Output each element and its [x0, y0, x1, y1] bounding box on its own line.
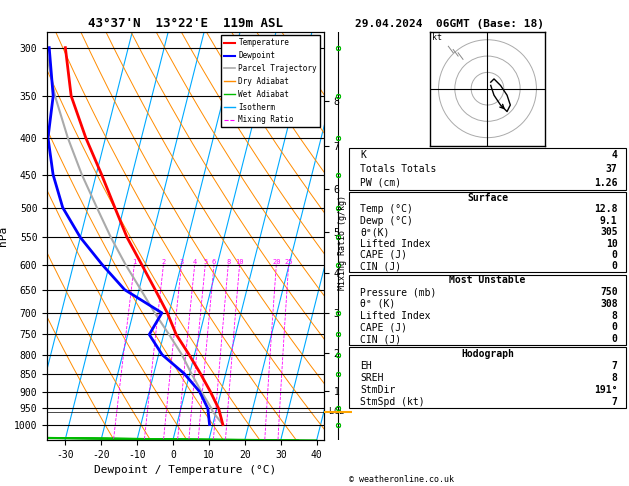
Text: Most Unstable: Most Unstable	[449, 276, 526, 285]
Text: 4: 4	[611, 150, 618, 160]
Text: 191°: 191°	[594, 385, 618, 395]
Text: LCL: LCL	[324, 407, 344, 417]
Y-axis label: km
ASL: km ASL	[356, 236, 374, 257]
Text: θᵉ(K): θᵉ(K)	[360, 227, 389, 237]
Y-axis label: hPa: hPa	[0, 226, 8, 246]
Text: CAPE (J): CAPE (J)	[360, 250, 407, 260]
Text: 12.8: 12.8	[594, 204, 618, 214]
Text: 0: 0	[611, 250, 618, 260]
Text: 2: 2	[162, 259, 165, 265]
Text: 0: 0	[611, 261, 618, 272]
Text: CAPE (J): CAPE (J)	[360, 322, 407, 332]
Text: 305: 305	[600, 227, 618, 237]
Text: 1.26: 1.26	[594, 178, 618, 188]
Text: 750: 750	[600, 287, 618, 297]
Text: 0: 0	[611, 334, 618, 344]
Text: 8: 8	[226, 259, 230, 265]
Text: Mixing Ratio (g/kg): Mixing Ratio (g/kg)	[338, 195, 347, 291]
Text: K: K	[360, 150, 366, 160]
Text: EH: EH	[360, 361, 372, 371]
Text: 1: 1	[132, 259, 136, 265]
Text: 10: 10	[235, 259, 244, 265]
Text: 8: 8	[611, 311, 618, 321]
Text: θᵉ (K): θᵉ (K)	[360, 299, 396, 309]
Text: Lifted Index: Lifted Index	[360, 239, 431, 248]
Text: 37: 37	[606, 164, 618, 174]
Text: Temp (°C): Temp (°C)	[360, 204, 413, 214]
Text: 3: 3	[179, 259, 184, 265]
Text: kt: kt	[432, 33, 442, 42]
Text: 25: 25	[284, 259, 293, 265]
Text: Surface: Surface	[467, 192, 508, 203]
Text: 7: 7	[611, 397, 618, 407]
Text: 29.04.2024  06GMT (Base: 18): 29.04.2024 06GMT (Base: 18)	[355, 19, 544, 30]
Text: 4: 4	[192, 259, 197, 265]
Text: © weatheronline.co.uk: © weatheronline.co.uk	[349, 475, 454, 484]
Text: 0: 0	[611, 322, 618, 332]
Text: 5: 5	[203, 259, 208, 265]
Text: 308: 308	[600, 299, 618, 309]
Text: 9.1: 9.1	[600, 216, 618, 226]
Text: 8: 8	[611, 373, 618, 383]
Text: Pressure (mb): Pressure (mb)	[360, 287, 437, 297]
Text: PW (cm): PW (cm)	[360, 178, 401, 188]
Text: 10: 10	[606, 239, 618, 248]
Text: Lifted Index: Lifted Index	[360, 311, 431, 321]
X-axis label: Dewpoint / Temperature (°C): Dewpoint / Temperature (°C)	[94, 465, 277, 475]
Text: StmDir: StmDir	[360, 385, 396, 395]
Text: SREH: SREH	[360, 373, 384, 383]
Text: 20: 20	[272, 259, 281, 265]
Text: Dewp (°C): Dewp (°C)	[360, 216, 413, 226]
Text: 6: 6	[212, 259, 216, 265]
Text: Totals Totals: Totals Totals	[360, 164, 437, 174]
Title: 43°37'N  13°22'E  119m ASL: 43°37'N 13°22'E 119m ASL	[88, 17, 283, 31]
Text: CIN (J): CIN (J)	[360, 334, 401, 344]
Text: 7: 7	[611, 361, 618, 371]
Text: StmSpd (kt): StmSpd (kt)	[360, 397, 425, 407]
Text: CIN (J): CIN (J)	[360, 261, 401, 272]
Text: Hodograph: Hodograph	[461, 348, 514, 359]
Legend: Temperature, Dewpoint, Parcel Trajectory, Dry Adiabat, Wet Adiabat, Isotherm, Mi: Temperature, Dewpoint, Parcel Trajectory…	[221, 35, 320, 127]
